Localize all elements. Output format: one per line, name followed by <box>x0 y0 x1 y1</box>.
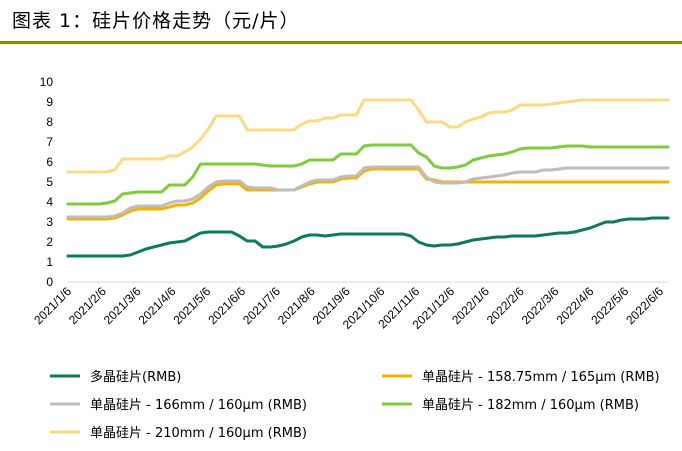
y-tick-label: 8 <box>46 115 53 129</box>
x-axis: 2021/1/62021/2/62021/3/62021/4/62021/5/6… <box>31 284 666 332</box>
legend-label-4: 单晶硅片 - 182mm / 160μm (RMB) <box>422 398 639 413</box>
x-tick-label: 2021/6/6 <box>205 284 248 327</box>
y-tick-label: 6 <box>46 155 53 169</box>
x-tick-label: 2022/5/6 <box>588 284 631 327</box>
series-lines <box>66 98 670 258</box>
legend: 多晶硅片(RMB) 单晶硅片 - 158.75mm / 165μm (RMB) 单晶… <box>50 369 660 441</box>
series-line-3 <box>66 165 670 219</box>
y-tick-label: 0 <box>46 275 53 289</box>
y-tick-label: 9 <box>46 95 53 109</box>
x-tick-label: 2022/1/6 <box>449 284 492 327</box>
figure-title: 图表 1：硅片价格走势（元/片） <box>12 10 300 32</box>
series-line-2 <box>66 167 670 221</box>
x-tick-label: 2021/8/6 <box>275 284 318 327</box>
x-tick-label: 2022/3/6 <box>519 284 562 327</box>
x-tick-label: 2022/2/6 <box>484 284 527 327</box>
series-line-4 <box>66 143 670 206</box>
x-tick-label: 2021/2/6 <box>66 284 109 327</box>
legend-label-5: 单晶硅片 - 210mm / 160μm (RMB) <box>90 426 307 441</box>
series-line-1 <box>66 216 670 258</box>
x-tick-label: 2021/7/6 <box>240 284 283 327</box>
series-line-5 <box>66 98 670 174</box>
y-tick-label: 10 <box>40 75 54 89</box>
title-underline <box>0 41 682 44</box>
x-tick-label: 2022/6/6 <box>623 284 666 327</box>
y-tick-label: 5 <box>46 175 53 189</box>
x-tick-label: 2021/3/6 <box>101 284 144 327</box>
x-tick-label: 2021/4/6 <box>136 284 179 327</box>
legend-label-1: 多晶硅片(RMB) <box>90 369 181 385</box>
x-tick-label: 2021/1/6 <box>31 284 74 327</box>
legend-label-2: 单晶硅片 - 158.75mm / 165μm (RMB) <box>422 370 660 385</box>
x-tick-label: 2021/5/6 <box>170 284 213 327</box>
y-tick-label: 4 <box>46 195 53 209</box>
y-tick-label: 2 <box>46 235 53 249</box>
y-tick-label: 7 <box>46 135 53 149</box>
y-axis: 0 1 2 3 4 5 6 7 8 9 10 <box>40 75 54 289</box>
x-tick-label: 2022/4/6 <box>554 284 597 327</box>
legend-label-3: 单晶硅片 - 166mm / 160μm (RMB) <box>90 398 307 413</box>
y-tick-label: 1 <box>46 255 53 269</box>
y-tick-label: 3 <box>46 215 53 229</box>
